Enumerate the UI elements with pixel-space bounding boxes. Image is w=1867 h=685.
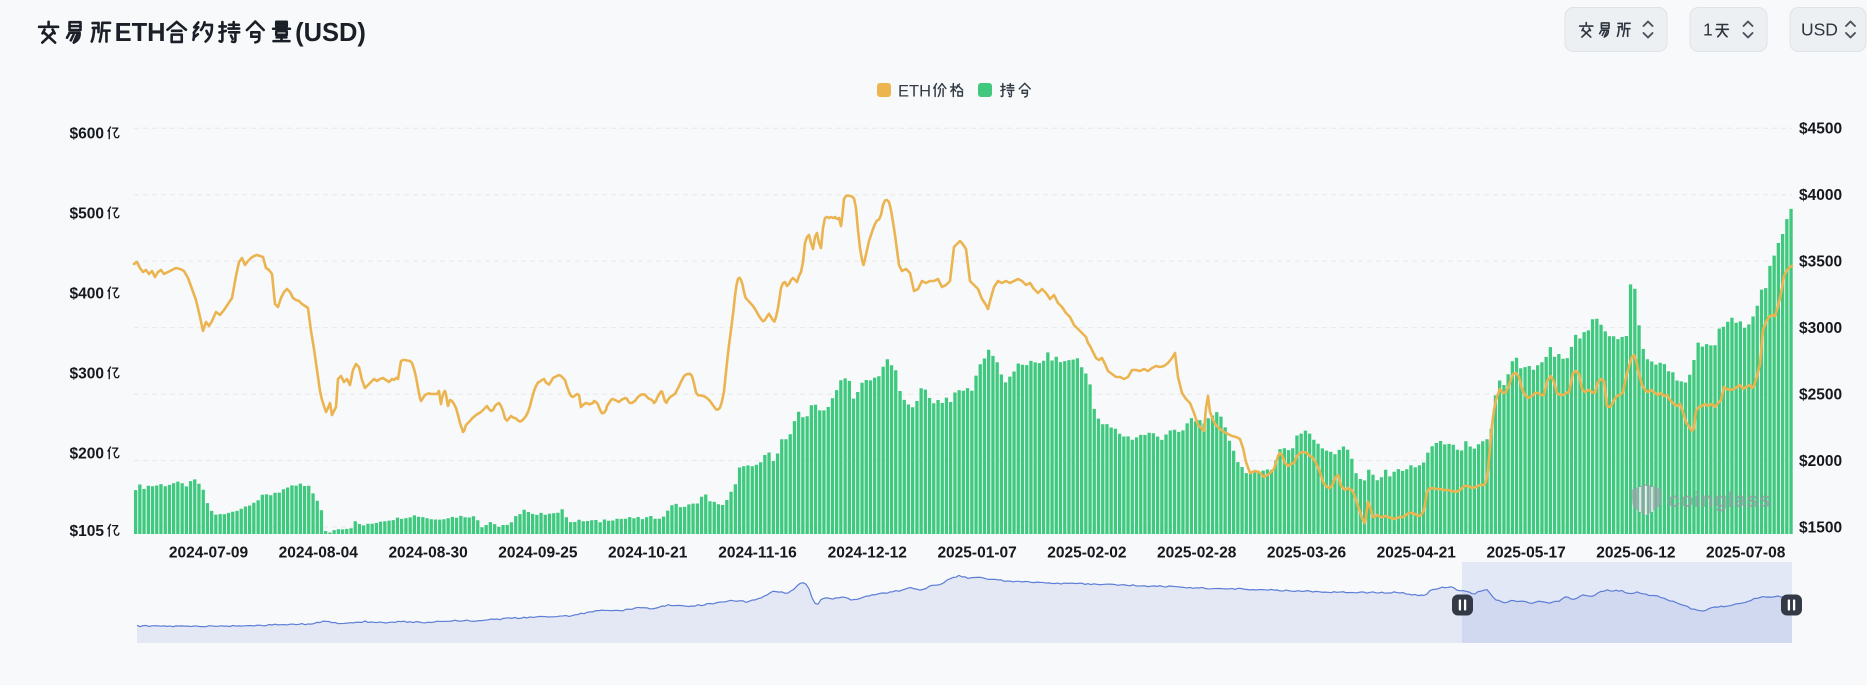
- svg-text:2025-04-21: 2025-04-21: [1377, 545, 1457, 562]
- svg-text:$1500: $1500: [1799, 520, 1842, 537]
- svg-text:$200: $200: [70, 446, 104, 463]
- svg-text:2025-07-08: 2025-07-08: [1706, 545, 1786, 562]
- svg-text:2025-02-02: 2025-02-02: [1047, 545, 1126, 562]
- svg-text:coinglass: coinglass: [1668, 488, 1772, 512]
- svg-text:2024-10-21: 2024-10-21: [608, 545, 688, 562]
- svg-text:$300: $300: [70, 366, 104, 383]
- svg-text:2024-12-12: 2024-12-12: [828, 545, 907, 562]
- svg-text:2024-11-16: 2024-11-16: [718, 545, 797, 562]
- svg-text:(USD): (USD): [295, 19, 366, 47]
- svg-text:1: 1: [1703, 20, 1713, 40]
- svg-text:ETH: ETH: [115, 19, 166, 47]
- svg-text:ETH: ETH: [898, 83, 931, 101]
- svg-text:$600: $600: [70, 126, 104, 143]
- svg-text:2024-09-25: 2024-09-25: [498, 545, 578, 562]
- svg-text:$3000: $3000: [1799, 320, 1842, 337]
- svg-text:$400: $400: [70, 286, 104, 303]
- svg-text:2025-01-07: 2025-01-07: [937, 545, 1016, 562]
- svg-text:$500: $500: [70, 206, 104, 223]
- svg-text:USD: USD: [1801, 20, 1838, 40]
- svg-text:2024-07-09: 2024-07-09: [169, 545, 249, 562]
- svg-text:2024-08-04: 2024-08-04: [279, 545, 359, 562]
- svg-text:2025-06-12: 2025-06-12: [1596, 545, 1675, 562]
- svg-text:2025-05-17: 2025-05-17: [1486, 545, 1565, 562]
- svg-text:$4000: $4000: [1799, 187, 1842, 204]
- svg-text:2024-08-30: 2024-08-30: [388, 545, 467, 562]
- svg-text:$2000: $2000: [1799, 453, 1842, 470]
- svg-text:$105: $105: [70, 523, 105, 540]
- svg-text:$3500: $3500: [1799, 254, 1842, 271]
- svg-text:2025-02-28: 2025-02-28: [1157, 545, 1237, 562]
- svg-text:2025-03-26: 2025-03-26: [1267, 545, 1347, 562]
- svg-text:$2500: $2500: [1799, 387, 1842, 404]
- svg-text:$4500: $4500: [1799, 121, 1842, 138]
